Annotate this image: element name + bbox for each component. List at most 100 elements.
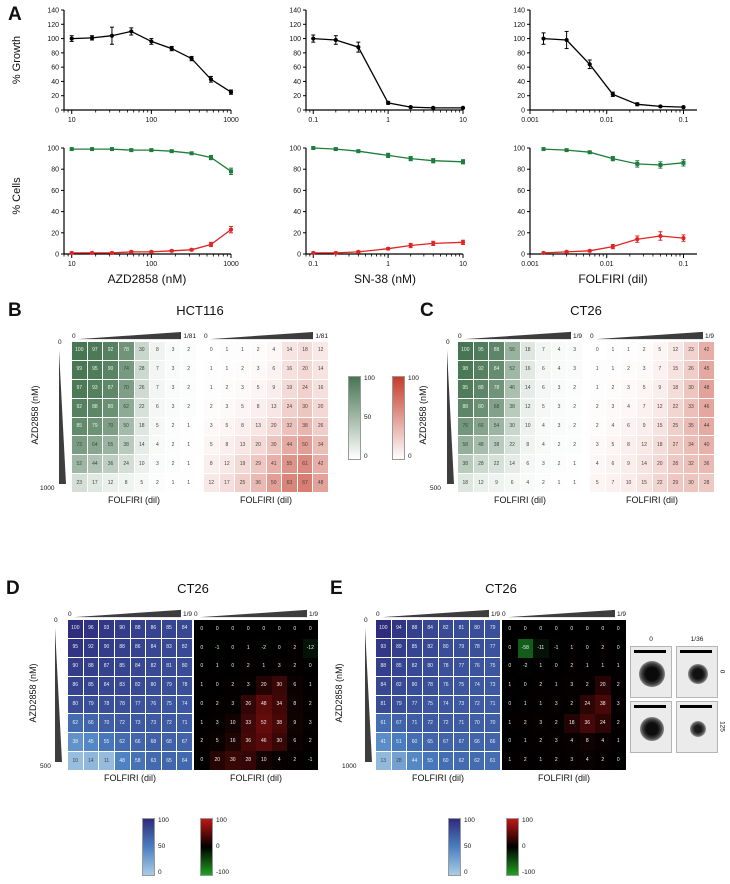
heatmap-cell: 15 — [668, 360, 683, 379]
heatmap-cell: 2 — [250, 342, 266, 360]
heatmap-cell: 0 — [564, 620, 580, 639]
heatmap-cell: 75 — [485, 657, 500, 676]
heatmap-cell: 67 — [177, 733, 192, 752]
heatmap-cell: 87 — [99, 657, 114, 676]
heatmap-cell: 6 — [287, 676, 303, 695]
cells-chart-azd2858: 0 20 40 60 80 100 10 100 1000 — [34, 142, 239, 269]
svg-text:20: 20 — [293, 93, 301, 100]
heatmap-cell: 0 — [204, 342, 219, 360]
heatmap-cell: 95 — [473, 342, 489, 360]
panel-a-label: A — [8, 4, 22, 25]
heatmap-cell: 97 — [72, 379, 87, 398]
heatmap-cell: 82 — [422, 638, 438, 657]
heatmap-cell: 14 — [282, 342, 297, 360]
heatmap-cell: 48 — [473, 436, 489, 455]
heatmap-cell: 23 — [683, 342, 699, 360]
x-end-label: 1/9 — [704, 332, 714, 340]
x-axis-title: FOLFIRI (dil) — [107, 495, 160, 505]
svg-text:0.1: 0.1 — [679, 261, 689, 268]
heatmap-cell: 84 — [376, 676, 391, 695]
heatmap-cell: 42 — [699, 342, 714, 360]
heatmap-cell: 6 — [287, 732, 303, 752]
heatmap-cell: 0 — [502, 695, 518, 714]
heatmap-cell: 2 — [517, 713, 533, 733]
scale-bar — [634, 650, 666, 653]
heatmap-cell: 34 — [313, 436, 328, 455]
heatmap-cell: 65 — [161, 752, 177, 770]
heatmap-cell: 86 — [130, 638, 146, 657]
heatmap-cell: 77 — [454, 657, 469, 676]
colorbar-tick: 0 — [364, 452, 368, 460]
heatmap-cell: 10 — [225, 713, 241, 733]
heatmap-cell: 16 — [520, 360, 536, 379]
heatmap-cell: 2 — [636, 342, 652, 360]
heatmap-cell: 88 — [473, 379, 489, 398]
heatmap-cell: 1 — [548, 676, 564, 695]
heatmap-cell: 30 — [683, 474, 699, 492]
heatmap-cell: 67 — [297, 474, 313, 492]
heatmap-cell: 20 — [313, 398, 328, 417]
svg-text:40: 40 — [517, 79, 525, 86]
scale-bar — [680, 650, 712, 653]
microscopy-col-header: 0 — [649, 636, 653, 643]
heatmap-grid: 100 94 88 84 82 81 80 79 93 89 85 82 80 79 78 77 88 85 82 8… — [376, 620, 500, 770]
heatmap-cell: 1 — [194, 676, 210, 695]
spheroid-image-azd — [630, 701, 672, 753]
heatmap-cell: 2 — [181, 342, 196, 360]
heatmap-cell: 99 — [72, 360, 87, 379]
heatmap-cell: 84 — [146, 638, 161, 657]
x-axis-title: FOLFIRI (dil) — [229, 773, 282, 783]
heatmap-cell: 8 — [250, 398, 266, 417]
b-y-axis-title: AZD2858 (nM) — [30, 385, 41, 445]
heatmap-cell: 36 — [103, 455, 118, 474]
heatmap-cell: 0 — [194, 620, 210, 639]
x-end-label: 1/9 — [182, 610, 192, 618]
heatmap-cell: 74 — [177, 695, 192, 714]
heatmap-cell: 0 — [287, 620, 303, 639]
heatmap-cell: 76 — [469, 657, 485, 676]
svg-text:0.001: 0.001 — [521, 117, 539, 124]
heatmap-cell: 24 — [297, 379, 313, 398]
heatmap-cell: 90 — [68, 657, 83, 676]
heatmap-cell: 73 — [146, 714, 161, 733]
heatmap-cell: 1 — [302, 676, 318, 695]
heatmap-cell: 2 — [595, 638, 611, 658]
heatmap-cell: 18 — [297, 342, 313, 360]
heatmap-cell: 92 — [72, 398, 87, 417]
heatmap-cell: 38 — [297, 417, 313, 436]
heatmap-cell: 2 — [590, 398, 605, 417]
dose-ramp-horizontal-icon — [209, 331, 314, 340]
heatmap-cell: 24 — [282, 398, 297, 417]
panel-e-label: E — [330, 578, 343, 599]
panel-c-title: CT26 — [570, 303, 602, 318]
heatmap-cell: 2 — [165, 417, 181, 436]
heatmap-cell: 25 — [235, 474, 250, 492]
heatmap-cell: 67 — [391, 714, 407, 733]
heatmap-cell: 82 — [130, 676, 146, 695]
heatmap-cell: 1 — [219, 342, 235, 360]
heatmap-cell: 48 — [313, 474, 328, 492]
heatmap-cell: 3 — [533, 713, 549, 733]
ct26-viability-heatmap: 0 1/9 100 95 88 56 18 7 4 3 98 92 84 52 16 6 4 3 95 88 78 4… — [458, 328, 582, 505]
heatmap-cell: 3 — [551, 398, 567, 417]
heatmap-cell: 15 — [652, 417, 668, 436]
heatmap-cell: 70 — [118, 379, 134, 398]
svg-text:1000: 1000 — [223, 261, 239, 268]
heatmap-grid: 0 0 0 0 0 0 0 0 0 -58 -11 -1 1 0 2 0 0 -2 1 0 2 1 1 1 1 0 2 1 3 2 20 2 0… — [502, 620, 626, 770]
x-axis-title-sn38: SN-38 (nM) — [353, 272, 416, 286]
heatmap-cell: 2 — [564, 695, 580, 714]
heatmap-cell: 63 — [146, 752, 161, 770]
heatmap-cell: 85 — [72, 417, 87, 436]
heatmap-cell: 14 — [504, 455, 520, 474]
growth-axis-label: % Growth — [11, 35, 23, 85]
b-y-end-label: 1000 — [40, 485, 55, 492]
green-colorbar — [348, 376, 361, 460]
x-axis-title: FOLFIRI (dil) — [493, 495, 546, 505]
heatmap-cell: 12 — [103, 474, 118, 492]
heatmap-cell: 70 — [469, 714, 485, 733]
heatmap-cell: 2 — [181, 398, 196, 417]
heatmap-cell: 8 — [579, 732, 595, 752]
cells-axis-label: % Cells — [11, 177, 23, 215]
heatmap-cell: 3 — [590, 436, 605, 455]
